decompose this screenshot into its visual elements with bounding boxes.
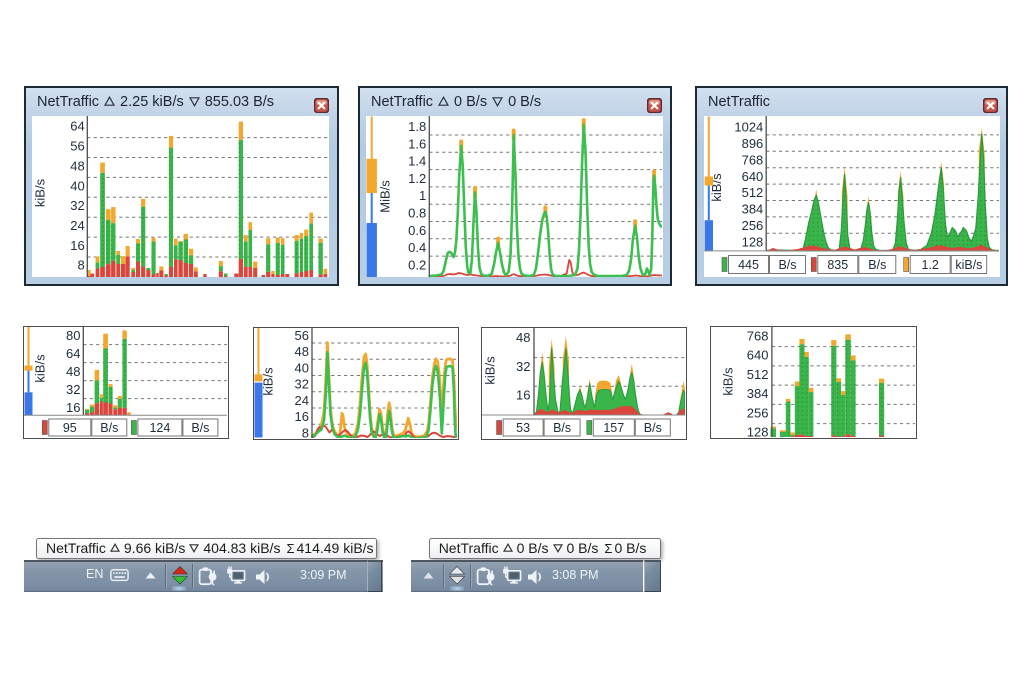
svg-text:8: 8 <box>77 257 84 272</box>
svg-text:896: 896 <box>742 136 764 151</box>
svg-text:40: 40 <box>70 178 84 193</box>
svg-text:80: 80 <box>66 328 80 343</box>
svg-text:32: 32 <box>516 359 530 374</box>
svg-text:B/s: B/s <box>779 257 797 271</box>
svg-text:0.8: 0.8 <box>408 205 426 220</box>
svg-text:64: 64 <box>66 346 80 361</box>
svg-text:32: 32 <box>295 377 309 392</box>
svg-text:56: 56 <box>295 328 309 343</box>
svg-text:48: 48 <box>295 344 309 359</box>
svg-text:768: 768 <box>742 152 764 167</box>
svg-text:B/s: B/s <box>100 421 118 435</box>
svg-text:1: 1 <box>419 188 426 203</box>
svg-text:16: 16 <box>516 387 530 402</box>
svg-text:48: 48 <box>66 364 80 379</box>
svg-text:1.6: 1.6 <box>408 136 426 151</box>
svg-text:124: 124 <box>149 421 170 435</box>
svg-text:24: 24 <box>295 393 309 408</box>
svg-text:56: 56 <box>70 138 84 153</box>
svg-text:64: 64 <box>70 118 84 133</box>
svg-text:640: 640 <box>742 168 764 183</box>
svg-text:16: 16 <box>66 400 80 415</box>
svg-text:32: 32 <box>66 382 80 397</box>
svg-text:256: 256 <box>747 405 769 420</box>
svg-text:1.8: 1.8 <box>408 119 426 134</box>
svg-text:445: 445 <box>738 257 759 271</box>
svg-text:48: 48 <box>516 330 530 345</box>
svg-text:256: 256 <box>742 217 764 232</box>
svg-text:0.2: 0.2 <box>408 257 426 272</box>
svg-text:1024: 1024 <box>735 119 764 134</box>
svg-text:kiB/s: kiB/s <box>956 257 983 271</box>
svg-text:kiB/s: kiB/s <box>33 354 48 383</box>
svg-text:1.4: 1.4 <box>408 153 426 168</box>
svg-text:16: 16 <box>295 409 309 424</box>
svg-text:kiB/s: kiB/s <box>721 367 736 396</box>
svg-text:16: 16 <box>70 237 84 252</box>
svg-text:8: 8 <box>302 425 309 438</box>
svg-text:24: 24 <box>70 217 84 232</box>
svg-text:32: 32 <box>70 198 84 213</box>
svg-text:157: 157 <box>603 421 624 435</box>
svg-text:40: 40 <box>295 360 309 375</box>
svg-text:B/s: B/s <box>553 421 571 435</box>
svg-text:128: 128 <box>742 234 764 249</box>
svg-text:1.2: 1.2 <box>408 170 426 185</box>
svg-text:384: 384 <box>742 201 764 216</box>
svg-text:B/s: B/s <box>644 421 662 435</box>
svg-text:B/s: B/s <box>868 257 886 271</box>
svg-text:B/s: B/s <box>191 421 209 435</box>
svg-text:53: 53 <box>516 421 530 435</box>
svg-text:384: 384 <box>747 386 769 401</box>
svg-text:640: 640 <box>747 348 769 363</box>
svg-text:512: 512 <box>747 367 769 382</box>
svg-text:48: 48 <box>70 158 84 173</box>
svg-text:512: 512 <box>742 185 764 200</box>
svg-text:835: 835 <box>828 257 849 271</box>
svg-text:kiB/s: kiB/s <box>261 367 276 396</box>
svg-text:0.6: 0.6 <box>408 222 426 237</box>
svg-text:768: 768 <box>747 329 769 344</box>
svg-text:95: 95 <box>63 421 77 435</box>
svg-text:kiB/s: kiB/s <box>33 178 48 207</box>
svg-text:kiB/s: kiB/s <box>483 356 498 385</box>
svg-text:1.2: 1.2 <box>922 257 939 271</box>
svg-text:MiB/s: MiB/s <box>378 179 393 212</box>
svg-text:0.4: 0.4 <box>408 240 426 255</box>
svg-text:128: 128 <box>747 425 769 437</box>
